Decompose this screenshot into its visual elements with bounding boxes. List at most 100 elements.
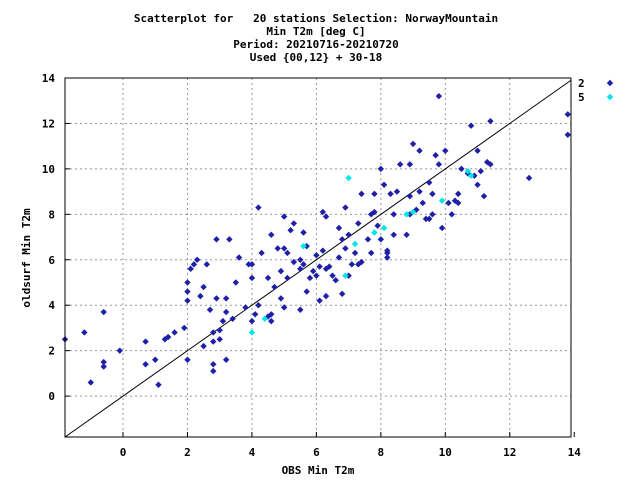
data-point-series-2 bbox=[467, 172, 475, 179]
data-point-series-1 bbox=[316, 263, 323, 270]
data-point-series-1 bbox=[377, 236, 385, 243]
data-point-series-1 bbox=[338, 236, 346, 243]
data-point-series-1 bbox=[142, 361, 149, 368]
x-tick-label: 2 bbox=[184, 446, 191, 459]
data-point-series-1 bbox=[181, 324, 188, 332]
data-point-series-1 bbox=[425, 179, 433, 186]
data-point-series-1 bbox=[477, 167, 484, 175]
data-point-series-1 bbox=[268, 317, 275, 325]
chart-title-line-4: Used {00,12} + 30-18 bbox=[250, 51, 382, 64]
data-point-series-2 bbox=[345, 174, 352, 182]
data-point-series-1 bbox=[268, 231, 275, 238]
data-point-series-1 bbox=[371, 208, 378, 216]
data-point-series-1 bbox=[313, 272, 320, 279]
data-point-series-1 bbox=[429, 211, 436, 218]
data-point-series-1 bbox=[442, 147, 449, 154]
data-point-series-1 bbox=[100, 358, 107, 366]
x-tick-label: 4 bbox=[249, 446, 256, 459]
data-point-series-1 bbox=[355, 220, 362, 227]
data-point-series-1 bbox=[335, 254, 343, 261]
data-point-series-1 bbox=[422, 215, 430, 223]
data-point-series-1 bbox=[87, 379, 94, 386]
chart-title-line-3: Period: 20210716-20210720 bbox=[233, 38, 399, 51]
data-point-series-1 bbox=[300, 261, 307, 268]
data-point-series-1 bbox=[216, 327, 223, 334]
legend-marker-series-2 bbox=[606, 93, 614, 101]
data-point-series-1 bbox=[297, 256, 304, 263]
data-point-series-1 bbox=[210, 367, 217, 375]
data-point-series-1 bbox=[432, 152, 439, 159]
data-point-series-1 bbox=[280, 245, 288, 252]
gridlines bbox=[65, 77, 575, 437]
data-point-series-1 bbox=[458, 165, 465, 173]
chart-title-line-2: Min T2m [deg C] bbox=[266, 25, 365, 38]
data-point-series-2 bbox=[438, 197, 446, 204]
data-point-series-1 bbox=[268, 311, 275, 318]
data-point-series-1 bbox=[474, 147, 481, 154]
data-point-series-1 bbox=[200, 283, 207, 291]
data-point-series-1 bbox=[438, 224, 446, 232]
x-tick-label: 6 bbox=[313, 446, 320, 459]
data-point-series-1 bbox=[184, 279, 191, 286]
data-point-series-1 bbox=[232, 279, 240, 286]
data-point-series-2 bbox=[261, 315, 269, 323]
legend: 2 5 bbox=[578, 77, 614, 104]
data-point-series-2 bbox=[409, 208, 417, 216]
data-point-series-1 bbox=[255, 302, 262, 309]
data-point-series-1 bbox=[280, 304, 288, 311]
data-point-series-1 bbox=[448, 211, 455, 218]
data-point-series-1 bbox=[184, 288, 191, 295]
data-point-series-1 bbox=[284, 249, 291, 257]
data-point-series-1 bbox=[152, 356, 159, 363]
data-point-series-1 bbox=[219, 317, 227, 325]
data-point-series-1 bbox=[258, 249, 265, 257]
data-point-series-1 bbox=[487, 161, 494, 168]
data-point-series-1 bbox=[277, 295, 285, 302]
x-tick-label: 12 bbox=[503, 446, 516, 459]
data-point-series-1 bbox=[200, 342, 207, 350]
data-point-series-1 bbox=[303, 242, 310, 250]
data-point-series-1 bbox=[380, 181, 388, 188]
data-point-series-1 bbox=[345, 272, 352, 279]
data-point-series-1 bbox=[377, 165, 385, 173]
data-point-series-1 bbox=[187, 265, 194, 273]
data-point-series-1 bbox=[309, 267, 317, 275]
data-point-series-1 bbox=[100, 308, 107, 316]
data-point-series-1 bbox=[384, 254, 391, 261]
data-point-series-1 bbox=[264, 274, 272, 282]
data-point-series-1 bbox=[235, 254, 243, 261]
data-point-series-1 bbox=[290, 258, 298, 266]
data-point-series-1 bbox=[116, 347, 123, 354]
x-tick-labels: 0 2 4 6 8 10 12 14 bbox=[120, 446, 582, 459]
data-point-series-1 bbox=[216, 336, 223, 343]
data-point-series-1 bbox=[229, 315, 236, 323]
data-point-series-1 bbox=[429, 190, 436, 198]
data-point-series-1 bbox=[329, 272, 336, 279]
plot-frame bbox=[64, 77, 572, 438]
data-point-series-1 bbox=[467, 122, 475, 129]
data-point-series-1 bbox=[393, 188, 401, 195]
data-point-series-1 bbox=[251, 311, 259, 318]
data-point-series-1 bbox=[326, 263, 333, 270]
data-point-series-1 bbox=[222, 308, 230, 316]
data-point-series-1 bbox=[416, 188, 423, 195]
data-point-series-1 bbox=[367, 249, 375, 257]
data-point-series-1 bbox=[406, 192, 414, 200]
data-point-series-2 bbox=[371, 229, 378, 236]
data-point-series-1 bbox=[222, 356, 230, 363]
data-point-series-1 bbox=[284, 274, 291, 282]
data-point-series-1 bbox=[564, 131, 571, 139]
data-point-series-1 bbox=[390, 211, 397, 218]
data-point-series-1 bbox=[435, 161, 443, 168]
data-point-series-1 bbox=[319, 208, 327, 216]
data-point-series-1 bbox=[332, 277, 339, 284]
y-axis-label: oldsurf Min T2m bbox=[20, 208, 33, 308]
data-points bbox=[61, 92, 571, 388]
data-point-series-1 bbox=[280, 213, 288, 220]
data-point-series-1 bbox=[454, 199, 462, 207]
data-point-series-1 bbox=[454, 190, 462, 198]
data-point-series-1 bbox=[371, 190, 378, 198]
data-point-series-1 bbox=[274, 245, 281, 252]
data-point-series-1 bbox=[409, 140, 417, 148]
